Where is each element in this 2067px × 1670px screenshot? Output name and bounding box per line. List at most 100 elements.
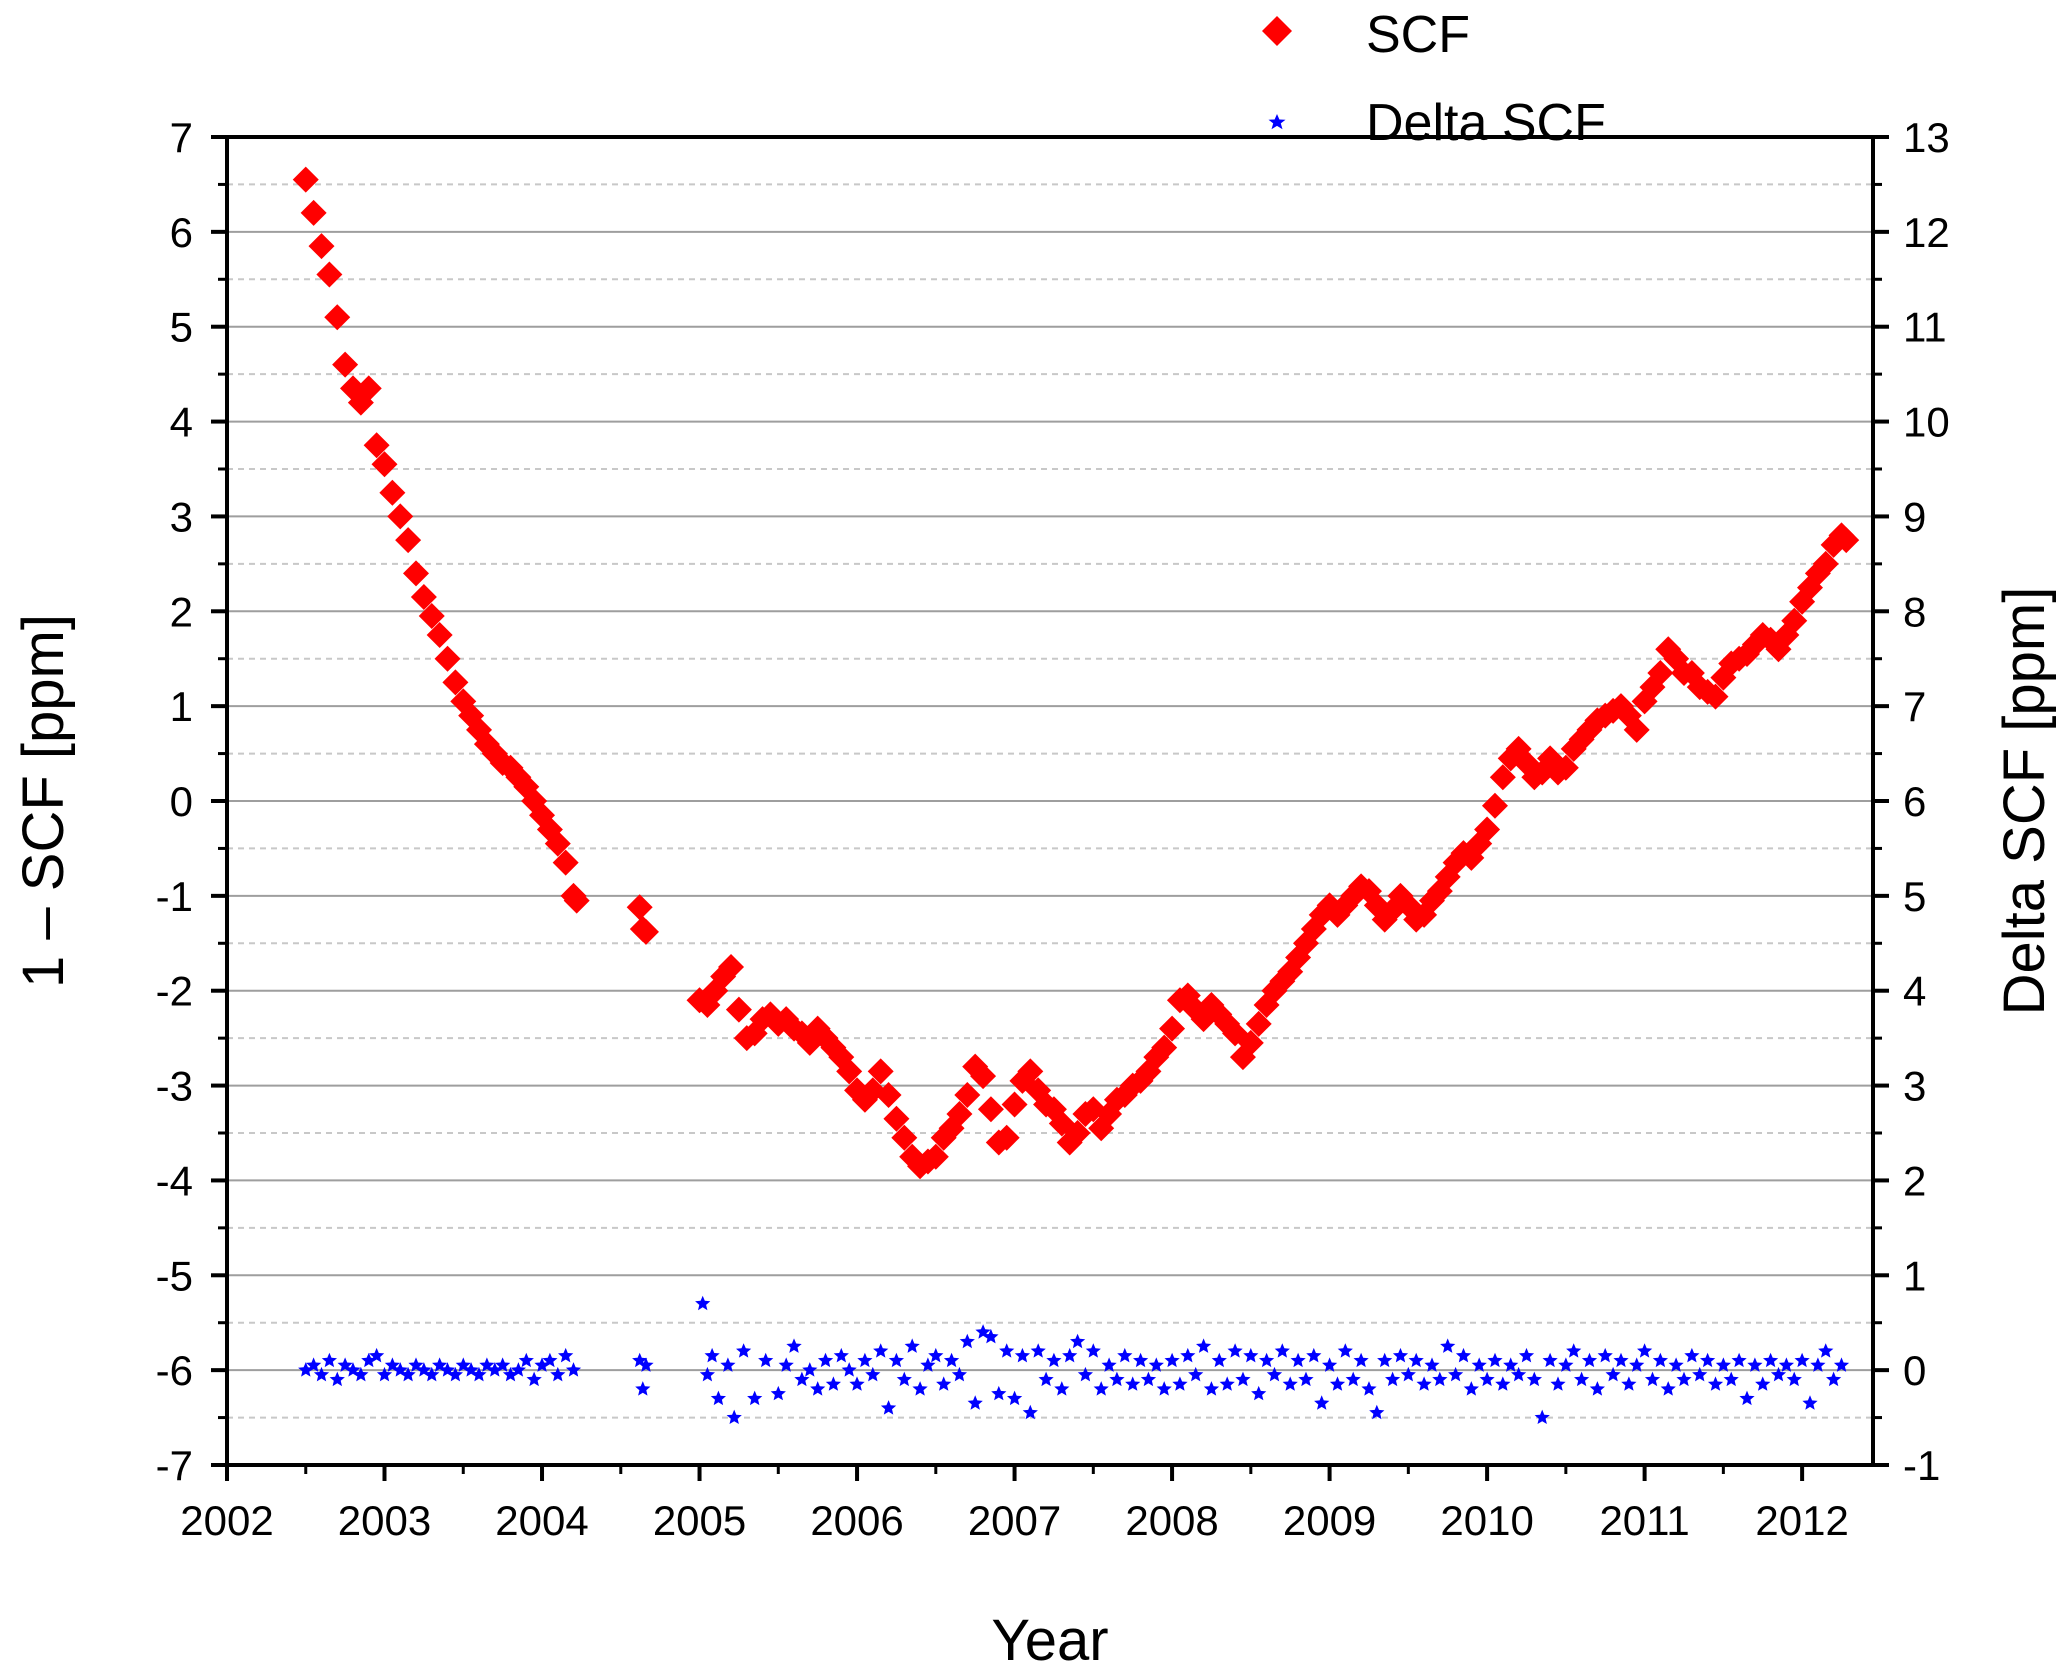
scf-point — [922, 1143, 949, 1170]
delta-scf-point — [959, 1333, 975, 1349]
delta-scf-point — [825, 1376, 841, 1391]
delta-scf-point — [726, 1409, 742, 1424]
scf-point — [426, 622, 453, 648]
scf-point — [324, 304, 351, 331]
delta-scf-point — [1093, 1381, 1109, 1396]
legend-marker-star — [1268, 114, 1286, 130]
delta-scf-point — [1668, 1357, 1684, 1372]
plot-data — [292, 166, 1860, 1424]
legend-item-scf: SCF — [1262, 6, 1470, 64]
delta-scf-point — [1518, 1347, 1535, 1363]
delta-scf-point — [951, 1366, 967, 1382]
delta-scf-point — [1007, 1390, 1023, 1406]
delta-scf-point — [1826, 1371, 1842, 1387]
delta-scf-point — [967, 1395, 983, 1410]
delta-scf-point — [904, 1338, 920, 1353]
delta-scf-point — [1503, 1357, 1519, 1372]
delta-scf-point — [1140, 1371, 1157, 1387]
delta-scf-point — [1534, 1409, 1550, 1424]
delta-scf-point — [720, 1357, 736, 1372]
x-tick-label: 2009 — [1283, 1497, 1376, 1544]
delta-scf-point — [736, 1343, 752, 1358]
delta-scf-point — [1345, 1371, 1361, 1387]
delta-scf-point — [1101, 1357, 1117, 1372]
delta-scf-point — [1251, 1385, 1267, 1401]
delta-scf-point — [817, 1352, 834, 1368]
y-left-tick-label: 0 — [170, 778, 193, 825]
delta-scf-point — [471, 1366, 487, 1382]
y-left-tick-label: -7 — [156, 1442, 193, 1489]
scf-point — [552, 849, 579, 876]
delta-scf-point — [1109, 1371, 1125, 1387]
delta-scf-point — [298, 1362, 314, 1377]
delta-scf-point — [1274, 1343, 1290, 1358]
delta-scf-point — [1077, 1366, 1093, 1382]
delta-scf-point — [1259, 1352, 1275, 1368]
legend: SCF Delta SCF — [1262, 6, 1606, 152]
delta-scf-point — [991, 1385, 1007, 1401]
y-right-tick-label: 7 — [1903, 683, 1926, 730]
delta-scf-point — [1786, 1371, 1802, 1387]
scf-point — [363, 432, 390, 459]
delta-scf-point — [1794, 1352, 1810, 1368]
delta-scf-point — [1574, 1371, 1590, 1387]
delta-scf-point — [1629, 1357, 1645, 1372]
delta-scf-point — [983, 1328, 999, 1344]
delta-scf-point — [1652, 1352, 1668, 1368]
y-right-tick-label: 3 — [1903, 1063, 1926, 1110]
scf-point — [371, 451, 398, 478]
y-left-tick-label: -4 — [156, 1157, 193, 1204]
delta-scf-point — [635, 1381, 651, 1396]
delta-scf-point — [1755, 1376, 1771, 1391]
x-tick-label: 2003 — [338, 1497, 431, 1544]
delta-scf-point — [1203, 1381, 1220, 1396]
delta-scf-point — [695, 1295, 711, 1311]
scf-point — [993, 1124, 1020, 1151]
scf-point — [954, 1082, 981, 1109]
delta-scf-point — [1156, 1381, 1172, 1396]
scf-point — [836, 1058, 863, 1085]
y-left-tick-label: -6 — [156, 1347, 193, 1394]
scf-point — [418, 603, 445, 630]
y-right-tick-label: 12 — [1903, 209, 1950, 256]
delta-scf-point — [361, 1352, 377, 1368]
scf-point — [883, 1105, 910, 1132]
x-tick-label: 2004 — [495, 1497, 588, 1544]
delta-scf-point — [786, 1338, 802, 1353]
delta-scf-point — [1014, 1347, 1030, 1363]
delta-scf-point — [1337, 1343, 1353, 1358]
scf-point — [867, 1058, 894, 1085]
delta-scf-point — [1392, 1347, 1409, 1363]
y-axis-left-title: 1 – SCF [ppm] — [11, 614, 76, 988]
delta-scf-point — [747, 1390, 763, 1406]
delta-scf-point — [704, 1347, 720, 1363]
legend-marker-diamond — [1262, 16, 1292, 46]
delta-scf-point — [1361, 1381, 1377, 1396]
delta-scf-point — [1266, 1366, 1283, 1382]
scf-point — [970, 1063, 997, 1090]
delta-scf-point — [1314, 1395, 1330, 1410]
delta-scf-point — [778, 1357, 794, 1372]
x-axis-title: Year — [991, 1608, 1108, 1670]
delta-scf-point — [1125, 1376, 1141, 1391]
legend-item-delta-scf: Delta SCF — [1268, 94, 1606, 152]
delta-scf-point — [699, 1366, 715, 1382]
delta-scf-point — [1770, 1366, 1787, 1382]
y-left-tick-label: 7 — [170, 114, 193, 161]
delta-scf-point — [495, 1357, 511, 1372]
y-right-tick-label: -1 — [1903, 1442, 1940, 1489]
delta-scf-point — [1589, 1381, 1605, 1396]
scf-point — [1064, 1120, 1091, 1146]
scf-point — [308, 233, 335, 260]
delta-scf-point — [1282, 1376, 1298, 1391]
delta-scf-point — [518, 1352, 534, 1368]
delta-scf-point — [1723, 1371, 1739, 1387]
y-left-tick-label: -2 — [156, 968, 193, 1015]
delta-scf-point — [1479, 1371, 1495, 1387]
delta-scf-point — [526, 1371, 542, 1387]
y-axis-right-title: Delta SCF [ppm] — [1992, 587, 2057, 1016]
legend-label-scf: SCF — [1366, 6, 1470, 64]
delta-scf-point — [888, 1352, 904, 1368]
delta-scf-point — [1739, 1390, 1755, 1406]
y-right-tick-label: 9 — [1903, 493, 1926, 540]
